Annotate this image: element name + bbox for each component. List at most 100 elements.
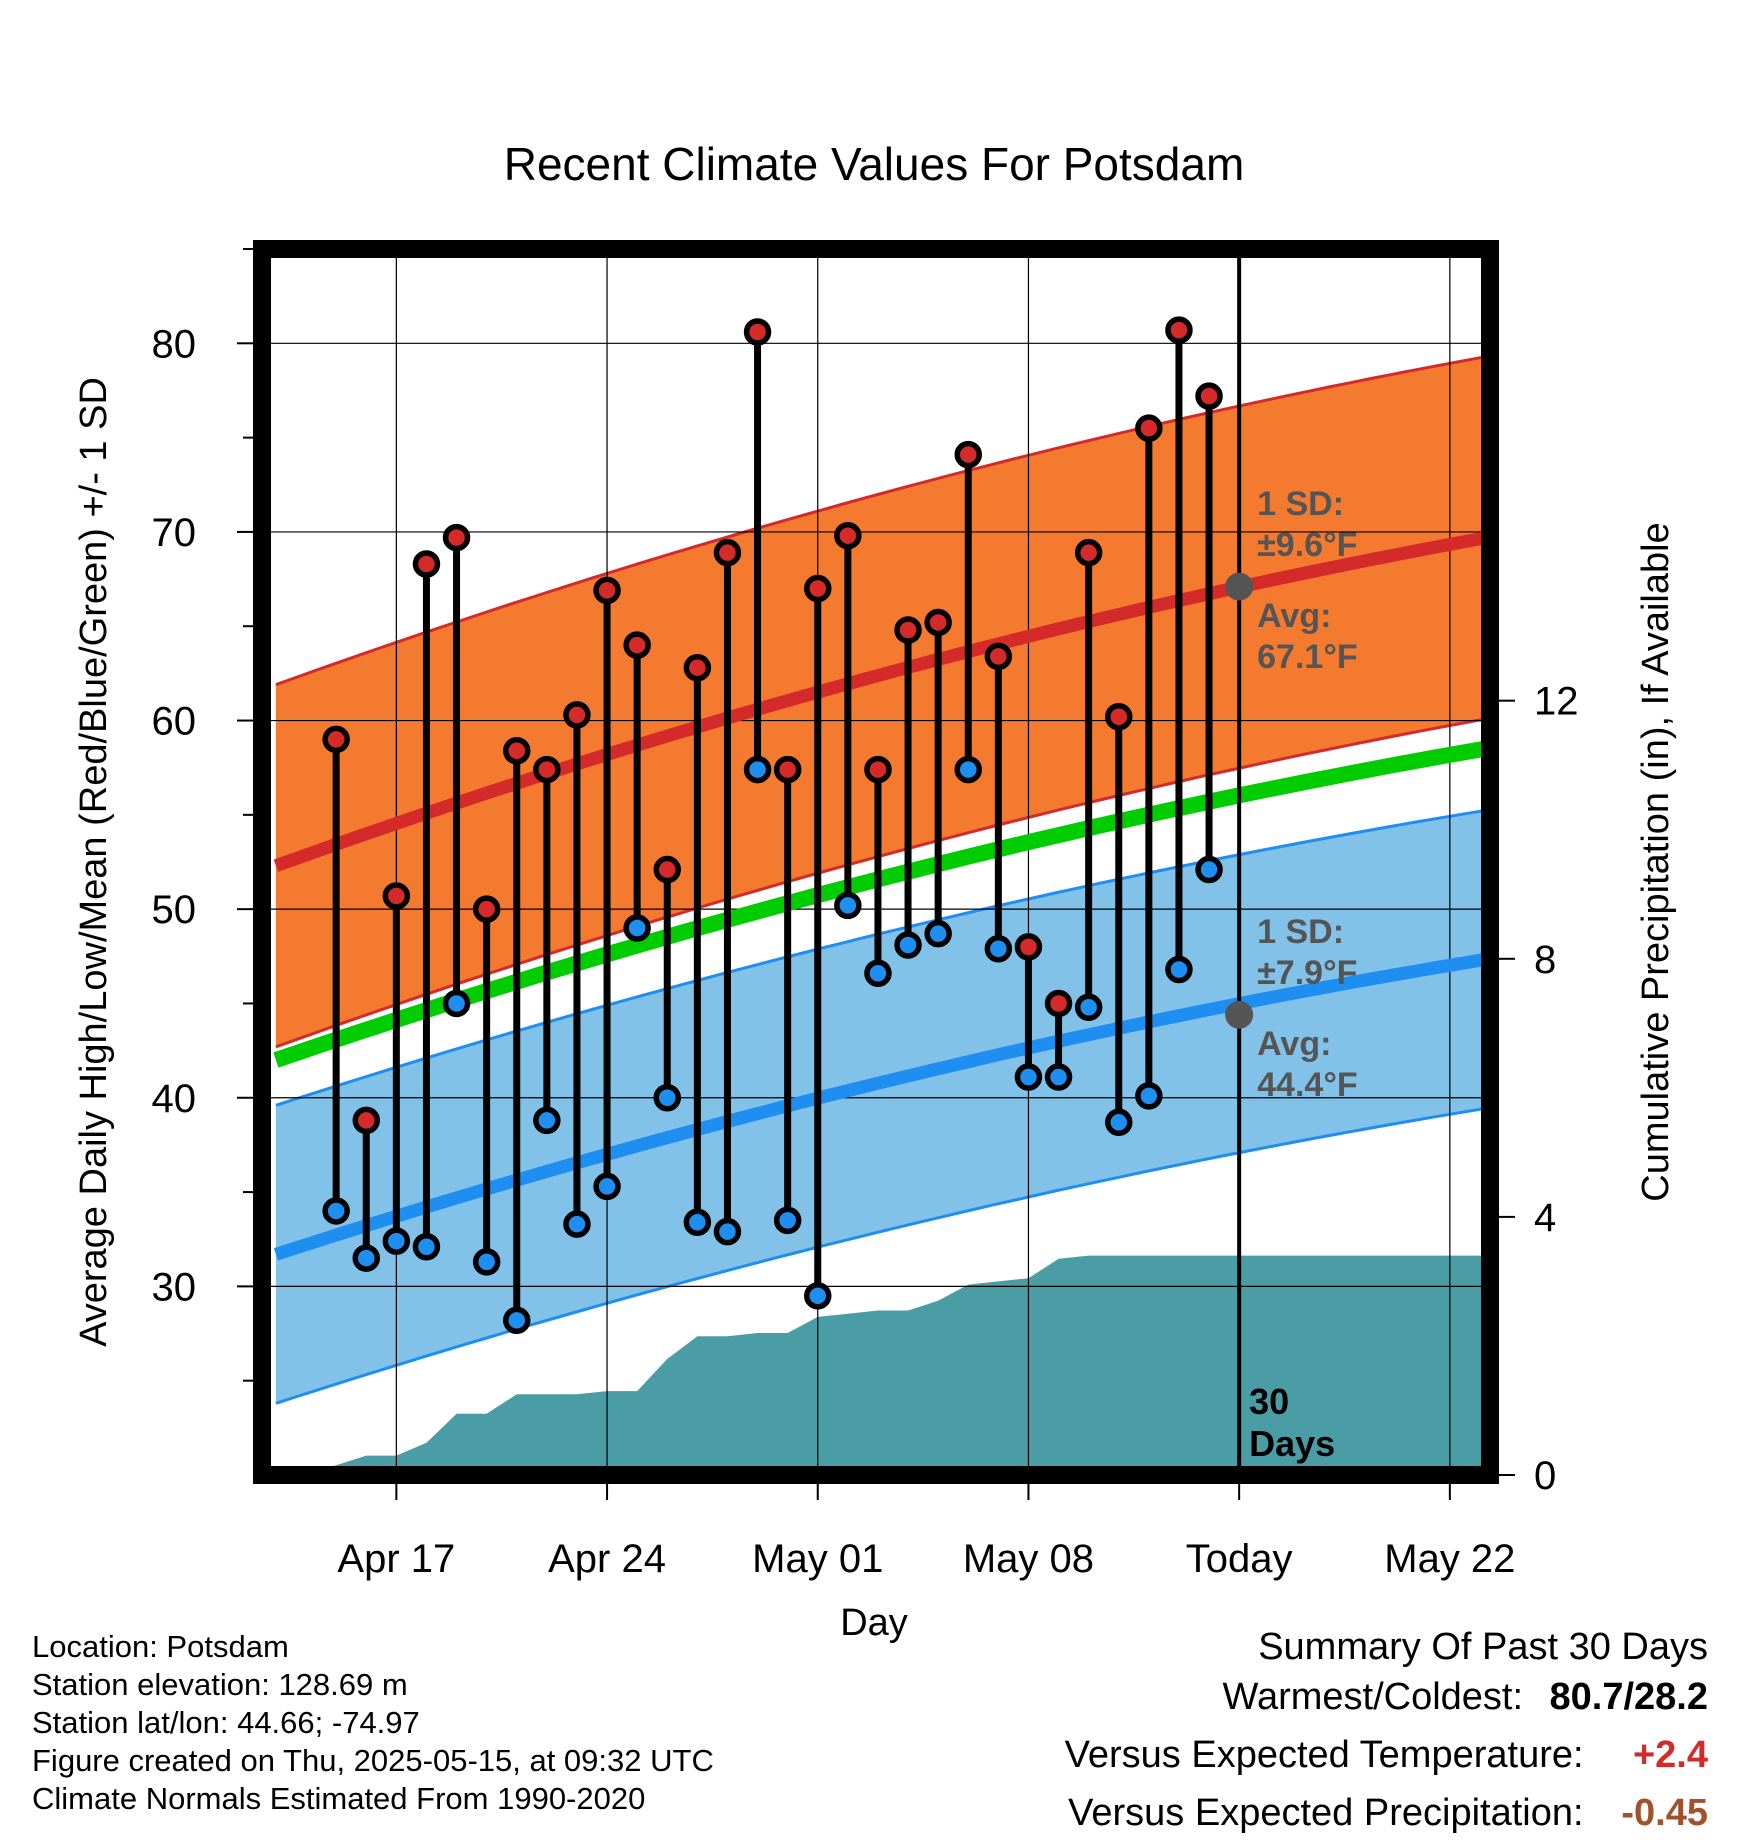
high-sd-value: ±9.6°F: [1257, 526, 1357, 564]
chart-title: Recent Climate Values For Potsdam: [504, 138, 1245, 190]
daily-low-point: [1044, 1063, 1073, 1091]
warmcold-value: 80.7/28.2: [1549, 1676, 1708, 1718]
daily-high-point: [773, 755, 802, 784]
daily-high-point: [1165, 316, 1193, 344]
daily-low-point: [533, 1106, 561, 1135]
daily-low-point: [743, 755, 772, 784]
warmcold-label: Warmest/Coldest:: [1222, 1676, 1524, 1718]
summary-title: Summary Of Past 30 Days: [1258, 1626, 1708, 1668]
daily-high-point: [713, 538, 742, 567]
daily-high-point: [894, 616, 922, 644]
daily-low-point: [1195, 855, 1223, 884]
daily-high-point: [1105, 703, 1133, 731]
daily-low-point: [984, 935, 1013, 963]
daily-low-point: [1105, 1108, 1133, 1137]
daily-low-point: [382, 1227, 411, 1255]
daily-high-point: [743, 318, 772, 346]
y2-tick-label: 8: [1534, 938, 1556, 982]
daily-high-point: [834, 521, 862, 550]
low-avg-label: Avg:: [1257, 1025, 1331, 1063]
low-sd-label: 1 SD:: [1257, 913, 1344, 951]
daily-low-point: [683, 1208, 712, 1237]
y2-tick-label: 12: [1534, 680, 1579, 724]
x-tick-label: Apr 24: [548, 1537, 666, 1581]
daily-high-point: [864, 755, 892, 784]
cumulative-precip-area: [275, 1255, 1490, 1475]
y-tick-label: 40: [152, 1077, 197, 1121]
daily-high-point: [1135, 414, 1163, 442]
daily-high-point: [653, 855, 681, 884]
today-high-avg-marker: [1225, 572, 1254, 601]
daily-high-point: [563, 701, 591, 729]
daily-high-point: [503, 736, 531, 765]
daily-low-point: [322, 1197, 350, 1225]
daily-low-point: [834, 891, 862, 920]
x-tick-label: Today: [1186, 1537, 1293, 1581]
daily-low-point: [1074, 993, 1103, 1021]
low-sd-value: ±7.9°F: [1257, 954, 1357, 992]
elevation-text: Station elevation: 128.69 m: [32, 1667, 408, 1702]
y-tick-label: 70: [152, 511, 197, 555]
high-normal-band-upper: [275, 354, 1490, 687]
temp-anomaly-label: Versus Expected Temperature:: [1064, 1734, 1584, 1776]
daily-high-point: [322, 725, 350, 754]
x-tick-label: May 08: [963, 1537, 1094, 1581]
daily-high-point: [683, 653, 712, 682]
latlon-text: Station lat/lon: 44.66; -74.97: [32, 1705, 420, 1740]
precip-anomaly-value: -0.45: [1621, 1792, 1708, 1834]
daily-high-point: [804, 574, 832, 603]
daily-low-point: [593, 1172, 621, 1201]
daily-high-point: [442, 523, 471, 552]
y2-axis-label: Cumulative Precipitation (in), If Availa…: [1635, 522, 1677, 1201]
daily-high-point: [1195, 382, 1223, 410]
daily-high-point: [1044, 989, 1073, 1018]
daily-low-point: [773, 1206, 802, 1235]
summary-panel: Summary Of Past 30 Days Warmest/Coldest:…: [1065, 1622, 1708, 1846]
daily-low-point: [472, 1248, 501, 1276]
daily-low-point: [653, 1084, 681, 1112]
daily-low-point: [864, 959, 892, 988]
daily-low-point: [623, 914, 651, 942]
x-tick-label: May 22: [1384, 1537, 1515, 1581]
x-tick-label: Apr 17: [337, 1537, 455, 1581]
y2-tick-label: 0: [1534, 1454, 1556, 1498]
high-sd-label: 1 SD:: [1257, 485, 1344, 523]
daily-low-point: [1014, 1063, 1043, 1091]
daily-high-point: [1074, 538, 1103, 567]
plot-frame: [253, 240, 1499, 1484]
days-count-label: 30: [1249, 1381, 1289, 1422]
daily-high-point: [593, 576, 621, 605]
daily-high-point: [352, 1106, 380, 1135]
low-avg-value: 44.4°F: [1257, 1066, 1358, 1104]
daily-low-point: [352, 1244, 380, 1272]
daily-high-point: [623, 631, 651, 659]
station-info: Location: Potsdam Station elevation: 128…: [32, 1628, 714, 1818]
normals-text: Climate Normals Estimated From 1990-2020: [32, 1781, 646, 1816]
daily-high-point: [533, 755, 561, 784]
daily-low-point: [563, 1210, 591, 1238]
daily-high-point: [472, 895, 501, 923]
daily-high-point: [984, 642, 1013, 671]
location-text: Location: Potsdam: [32, 1629, 289, 1664]
daily-low-point: [503, 1306, 531, 1335]
daily-high-point: [924, 608, 952, 637]
daily-low-point: [442, 989, 471, 1018]
y2-tick-label: 4: [1534, 1196, 1556, 1240]
daily-low-point: [412, 1233, 441, 1261]
x-axis-label: Day: [840, 1602, 908, 1644]
y-tick-label: 60: [152, 700, 197, 744]
temp-anomaly-value: +2.4: [1632, 1734, 1708, 1776]
y-tick-label: 50: [152, 888, 197, 932]
today-low-avg-marker: [1225, 1000, 1254, 1029]
y-axis-label: Average Daily High/Low/Mean (Red/Blue/Gr…: [73, 377, 115, 1347]
precip-anomaly-label: Versus Expected Precipitation:: [1068, 1792, 1584, 1834]
daily-low-point: [924, 919, 952, 948]
daily-low-point: [1135, 1082, 1163, 1110]
daily-high-point: [412, 550, 441, 578]
y-tick-label: 30: [152, 1265, 197, 1309]
daily-high-point: [382, 882, 411, 910]
low-normal-band-lower: [275, 1106, 1490, 1405]
daily-high-point: [1014, 933, 1043, 961]
days-unit-label: Days: [1249, 1423, 1335, 1464]
